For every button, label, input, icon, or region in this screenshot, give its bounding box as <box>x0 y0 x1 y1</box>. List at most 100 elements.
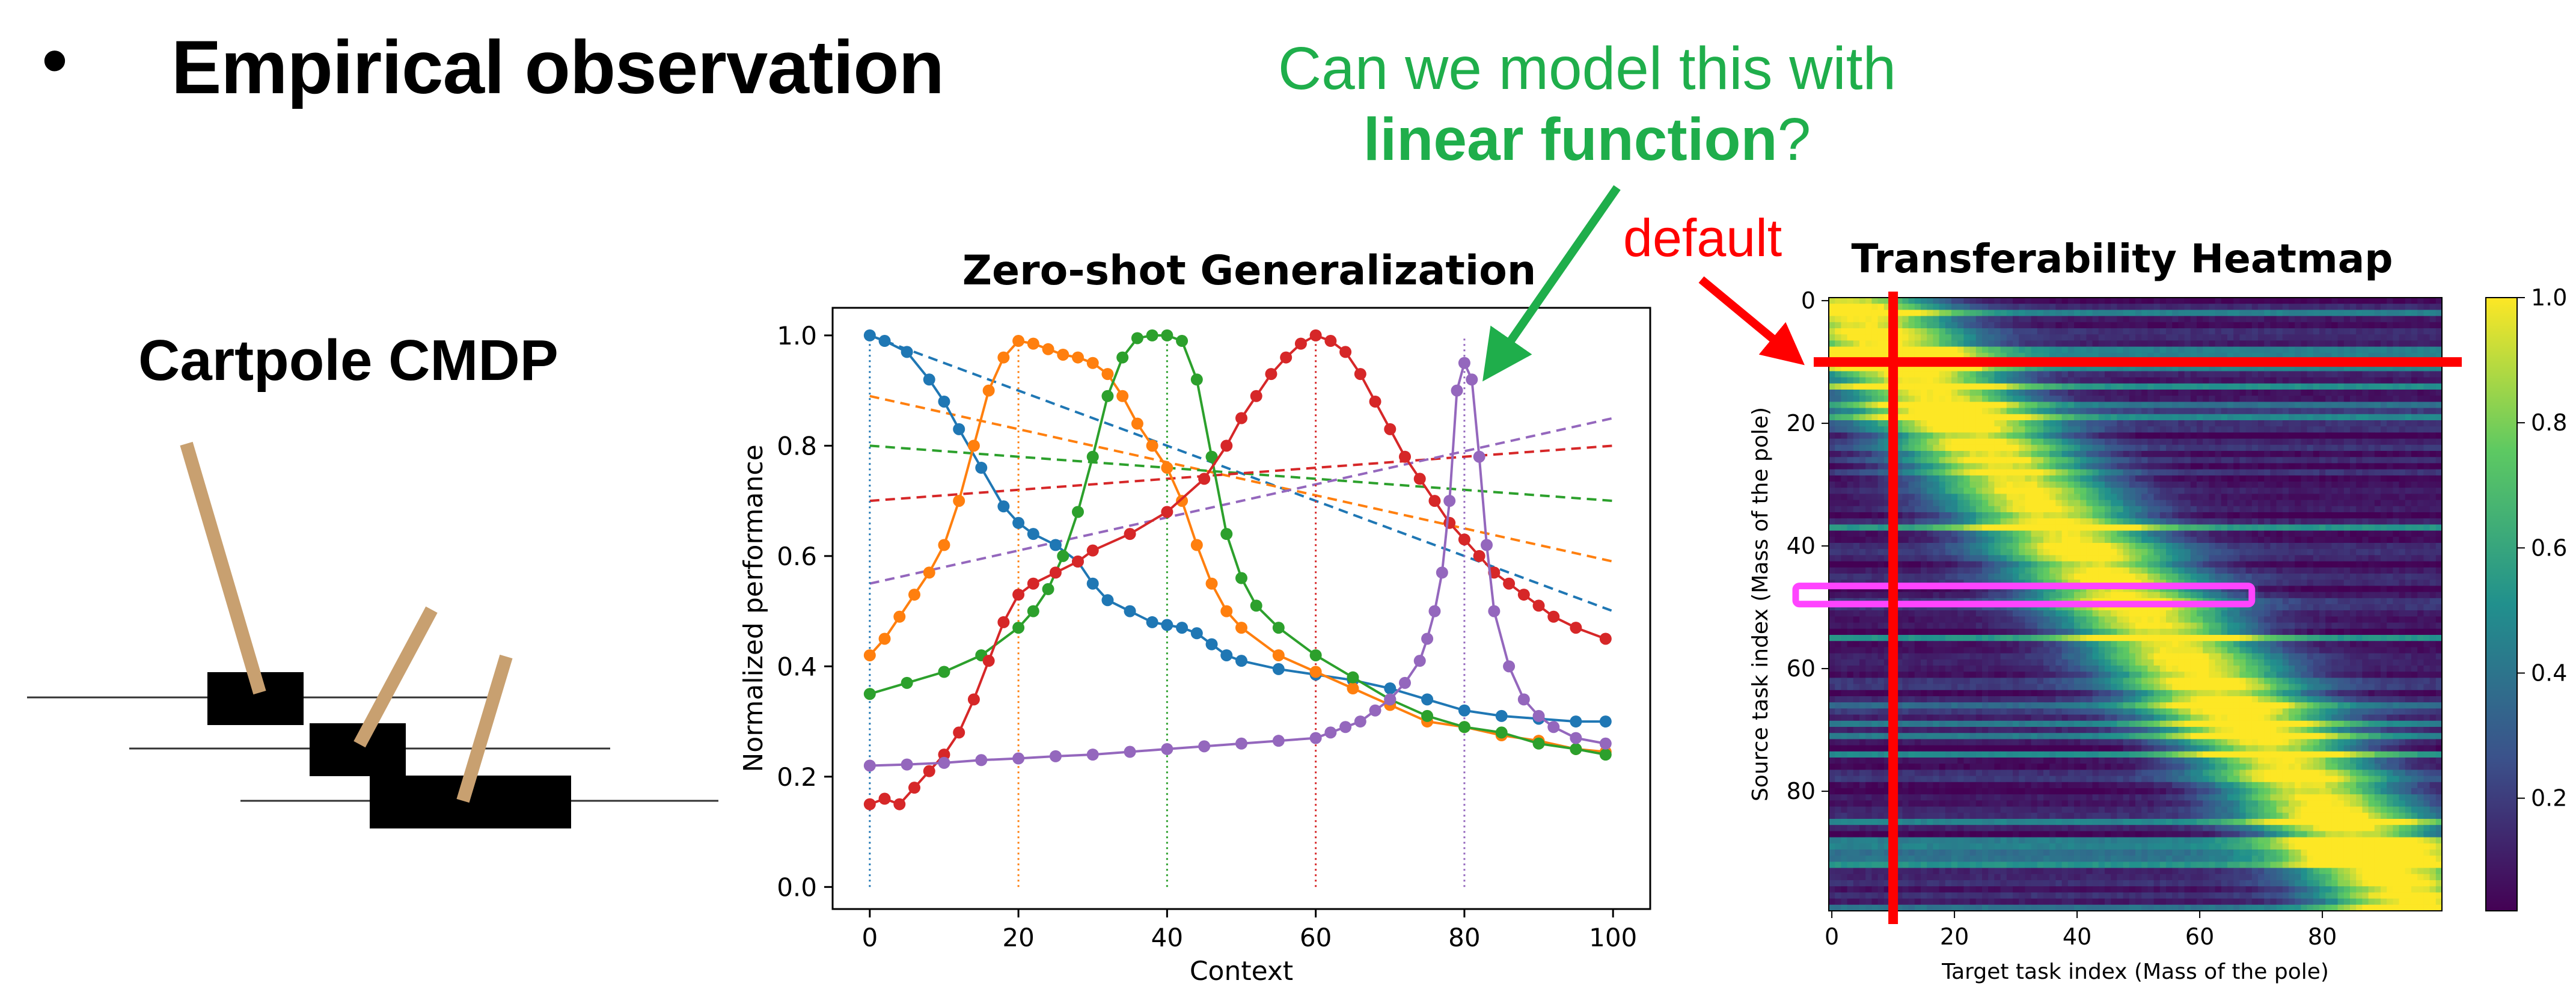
heatmap-cell <box>2258 328 2265 335</box>
heatmap-cell <box>1896 316 1903 323</box>
heatmap-cell <box>2215 408 2222 415</box>
heatmap-cell <box>1951 561 1958 568</box>
heatmap-cell <box>2215 438 2222 445</box>
heatmap-cell <box>2190 316 2197 323</box>
heatmap-cell <box>1902 530 1909 537</box>
heatmap-cell <box>2356 371 2363 378</box>
heatmap-cell <box>2319 512 2326 519</box>
heatmap-cell <box>2031 536 2038 543</box>
heatmap-cell <box>2055 518 2063 525</box>
heatmap-cell <box>2362 322 2369 329</box>
heatmap-cell <box>1957 494 1964 501</box>
heatmap-cell <box>1865 475 1872 482</box>
series-0-point <box>1570 715 1582 728</box>
heatmap-cell <box>1835 451 1841 458</box>
heatmap-cell <box>2055 426 2063 433</box>
heatmap-cell <box>1933 469 1940 476</box>
heatmap-cell <box>2295 506 2301 513</box>
heatmap-cell <box>1883 512 1891 519</box>
heatmap-cell <box>2429 334 2437 341</box>
heatmap-cell <box>2105 463 2111 470</box>
heatmap-cell <box>2423 444 2431 452</box>
heatmap-cell <box>2245 555 2253 562</box>
heatmap-cell <box>2135 316 2142 323</box>
heatmap-cell <box>2159 567 2167 574</box>
heatmap-cell <box>2337 390 2345 396</box>
heatmap-cell <box>1883 518 1891 525</box>
heatmap-cell <box>2374 543 2381 550</box>
heatmap-cell <box>2251 506 2259 513</box>
heatmap-cell <box>2209 396 2216 402</box>
heatmap-cell <box>2215 390 2222 396</box>
heatmap-cell <box>2295 518 2301 525</box>
heatmap-cell <box>2331 451 2339 458</box>
series-4-point <box>1473 450 1485 463</box>
heatmap-cell <box>2435 322 2443 329</box>
heatmap-cell <box>2276 543 2283 550</box>
heatmap-cell <box>1841 328 1848 335</box>
heatmap-cell <box>1963 475 1971 482</box>
heatmap-cell <box>1969 352 1977 360</box>
heatmap-cell <box>1908 494 1915 501</box>
heatmap-cell <box>2074 390 2081 396</box>
heatmap-cell <box>1829 322 1835 329</box>
heatmap-cell <box>2203 334 2209 341</box>
heatmap-cell <box>2086 334 2093 341</box>
heatmap-cell <box>2337 555 2345 562</box>
series-0-point <box>1384 682 1397 695</box>
heatmap-cell <box>1945 543 1952 550</box>
heatmap-cell <box>2233 500 2240 507</box>
heatmap-cell <box>2197 494 2203 501</box>
heatmap-cell <box>2362 500 2369 507</box>
heatmap-cell <box>2368 561 2375 568</box>
heatmap-cell <box>2282 482 2289 488</box>
heatmap-cell <box>1914 475 1921 482</box>
heatmap-cell <box>2221 444 2228 452</box>
heatmap-cell <box>2245 408 2253 415</box>
heatmap-cell <box>2172 457 2179 464</box>
heatmap-cell <box>2086 530 2093 537</box>
heatmap-cell <box>1945 494 1952 501</box>
heatmap-cell <box>1988 512 1995 519</box>
heatmap-cell <box>2325 494 2332 501</box>
heatmap-cell <box>2239 414 2247 421</box>
heatmap-cell <box>1883 304 1891 310</box>
heatmap-cell <box>1969 383 1977 390</box>
heatmap-cell <box>2203 402 2209 409</box>
heatmap-cell <box>2301 555 2308 562</box>
heatmap-cell <box>1982 298 1989 304</box>
heatmap-cell <box>2301 402 2308 409</box>
heatmap-cell <box>2301 494 2308 501</box>
heatmap-cell <box>2209 426 2216 433</box>
heatmap-cell <box>1927 444 1933 452</box>
heatmap-cell <box>2362 536 2369 543</box>
heatmap-cell <box>2166 549 2173 556</box>
heatmap-cell <box>1914 574 1921 580</box>
heatmap-cell <box>2276 444 2283 452</box>
heatmap-cell <box>2092 567 2099 574</box>
heatmap-cell <box>2233 444 2240 452</box>
heatmap-cell <box>2019 488 2025 494</box>
heatmap-cell <box>1841 530 1848 537</box>
heatmap-cell <box>2374 371 2381 378</box>
heatmap-cell <box>1969 451 1977 458</box>
heatmap-cell <box>2350 530 2357 537</box>
heatmap-cell <box>2049 396 2056 402</box>
heatmap-cell <box>2037 494 2044 501</box>
heatmap-cell <box>2313 580 2320 586</box>
heatmap-cell <box>2147 377 2155 384</box>
heatmap-cell <box>2013 426 2019 433</box>
heatmap-cell <box>2239 482 2247 488</box>
heatmap-cell <box>2141 377 2148 384</box>
heatmap-cell <box>2393 500 2400 507</box>
heatmap-cell <box>2209 500 2216 507</box>
heatmap-cell <box>2049 574 2056 580</box>
heatmap-cell <box>2043 494 2050 501</box>
heatmap-cell <box>2086 396 2093 402</box>
heatmap-cell <box>2227 365 2234 372</box>
heatmap-cell <box>2098 365 2105 372</box>
heatmap-cell <box>1914 530 1921 537</box>
heatmap-cell <box>2313 396 2320 402</box>
heatmap-cell <box>1969 322 1977 329</box>
